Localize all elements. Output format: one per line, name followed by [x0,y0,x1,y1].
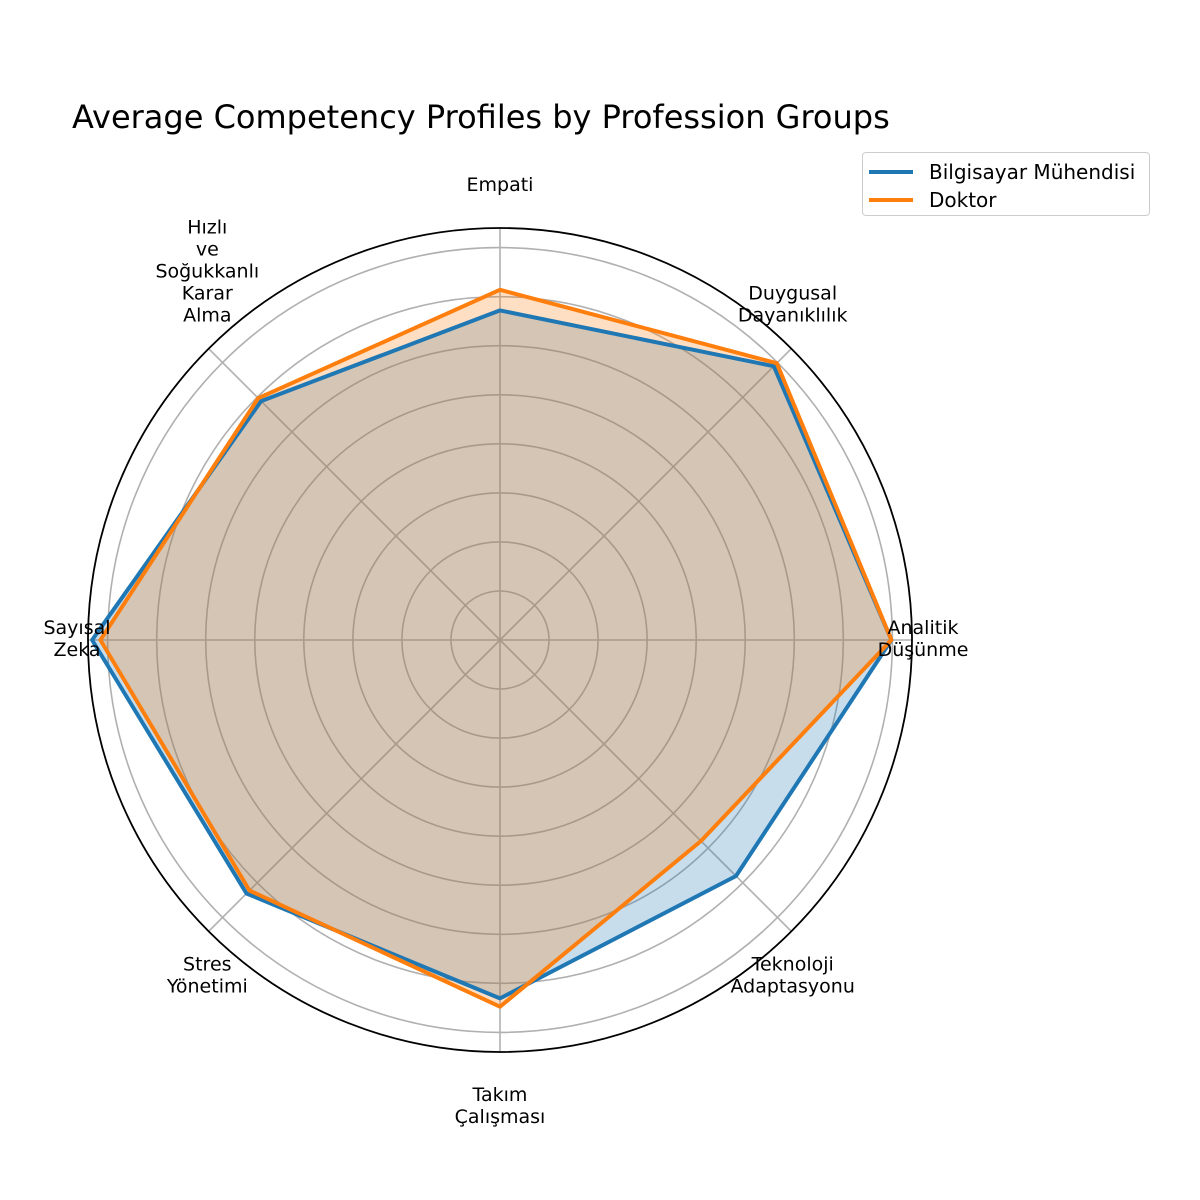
axis-label-4: Sayısal Zeka [43,617,110,661]
axis-label-line: Teknoloji [751,954,834,976]
axis-label-line: Takım [472,1084,528,1106]
axis-label-5: Stres Yönetimi [166,954,248,998]
legend-item-series-1: Doktor [869,188,997,212]
fill-layer [92,289,892,1007]
legend-label-series-0: Bilgisayar Mühendisi [929,160,1136,184]
axis-label-7: Teknoloji Adaptasyonu [731,954,855,998]
axis-label-line: Alma [183,304,231,326]
axis-label-line: ve [196,238,219,260]
axis-label-0: Analitik Düşünme [878,617,969,661]
legend-line-series-0 [869,170,913,174]
grid-spoke [499,348,792,641]
axis-label-line: Zeka [53,639,100,661]
line-layer [90,287,894,1009]
axis-label-line: Dayanıklılık [738,304,848,326]
axis-label-line: Çalışması [455,1106,546,1128]
axis-label-line: Karar [182,282,233,304]
axis-label-line: Stres [183,954,232,976]
axis-label-line: Adaptasyonu [731,976,855,998]
series-area-0 [92,310,892,999]
axis-label-line: Empati [467,174,534,196]
axis-label-line: Sayısal [43,617,110,639]
axis-label-1: Duygusal Dayanıklılık [738,282,848,326]
legend: Bilgisayar Mühendisi Doktor [862,152,1150,216]
axis-label-line: Düşünme [878,639,969,661]
axis-label-line: Yönetimi [166,976,248,998]
legend-item-series-0: Bilgisayar Mühendisi [869,160,1135,184]
outer-frame [87,227,913,1053]
grid-spoke [208,639,501,932]
axis-label-line: Soğukkanlı [155,260,259,282]
axis-label-line: Duygusal [748,282,837,304]
axis-label-line: Analitik [888,617,959,639]
axis-label-layer: Analitik Düşünme Duygusal Dayanıklılık Empat… [43,174,968,1128]
legend-label-series-1: Doktor [929,188,997,212]
axis-label-2: Empati [467,174,534,196]
legend-line-series-1 [869,198,913,202]
chart-title: Average Competency Profiles by Professio… [72,98,890,136]
axis-label-6: Takım Çalışması [455,1084,546,1128]
axis-label-3: Hızlı ve Soğukkanlı Karar Alma [155,216,259,326]
axis-label-line: Hızlı [187,216,227,238]
series-area-1 [100,289,892,1007]
grid-spoke [499,639,792,932]
